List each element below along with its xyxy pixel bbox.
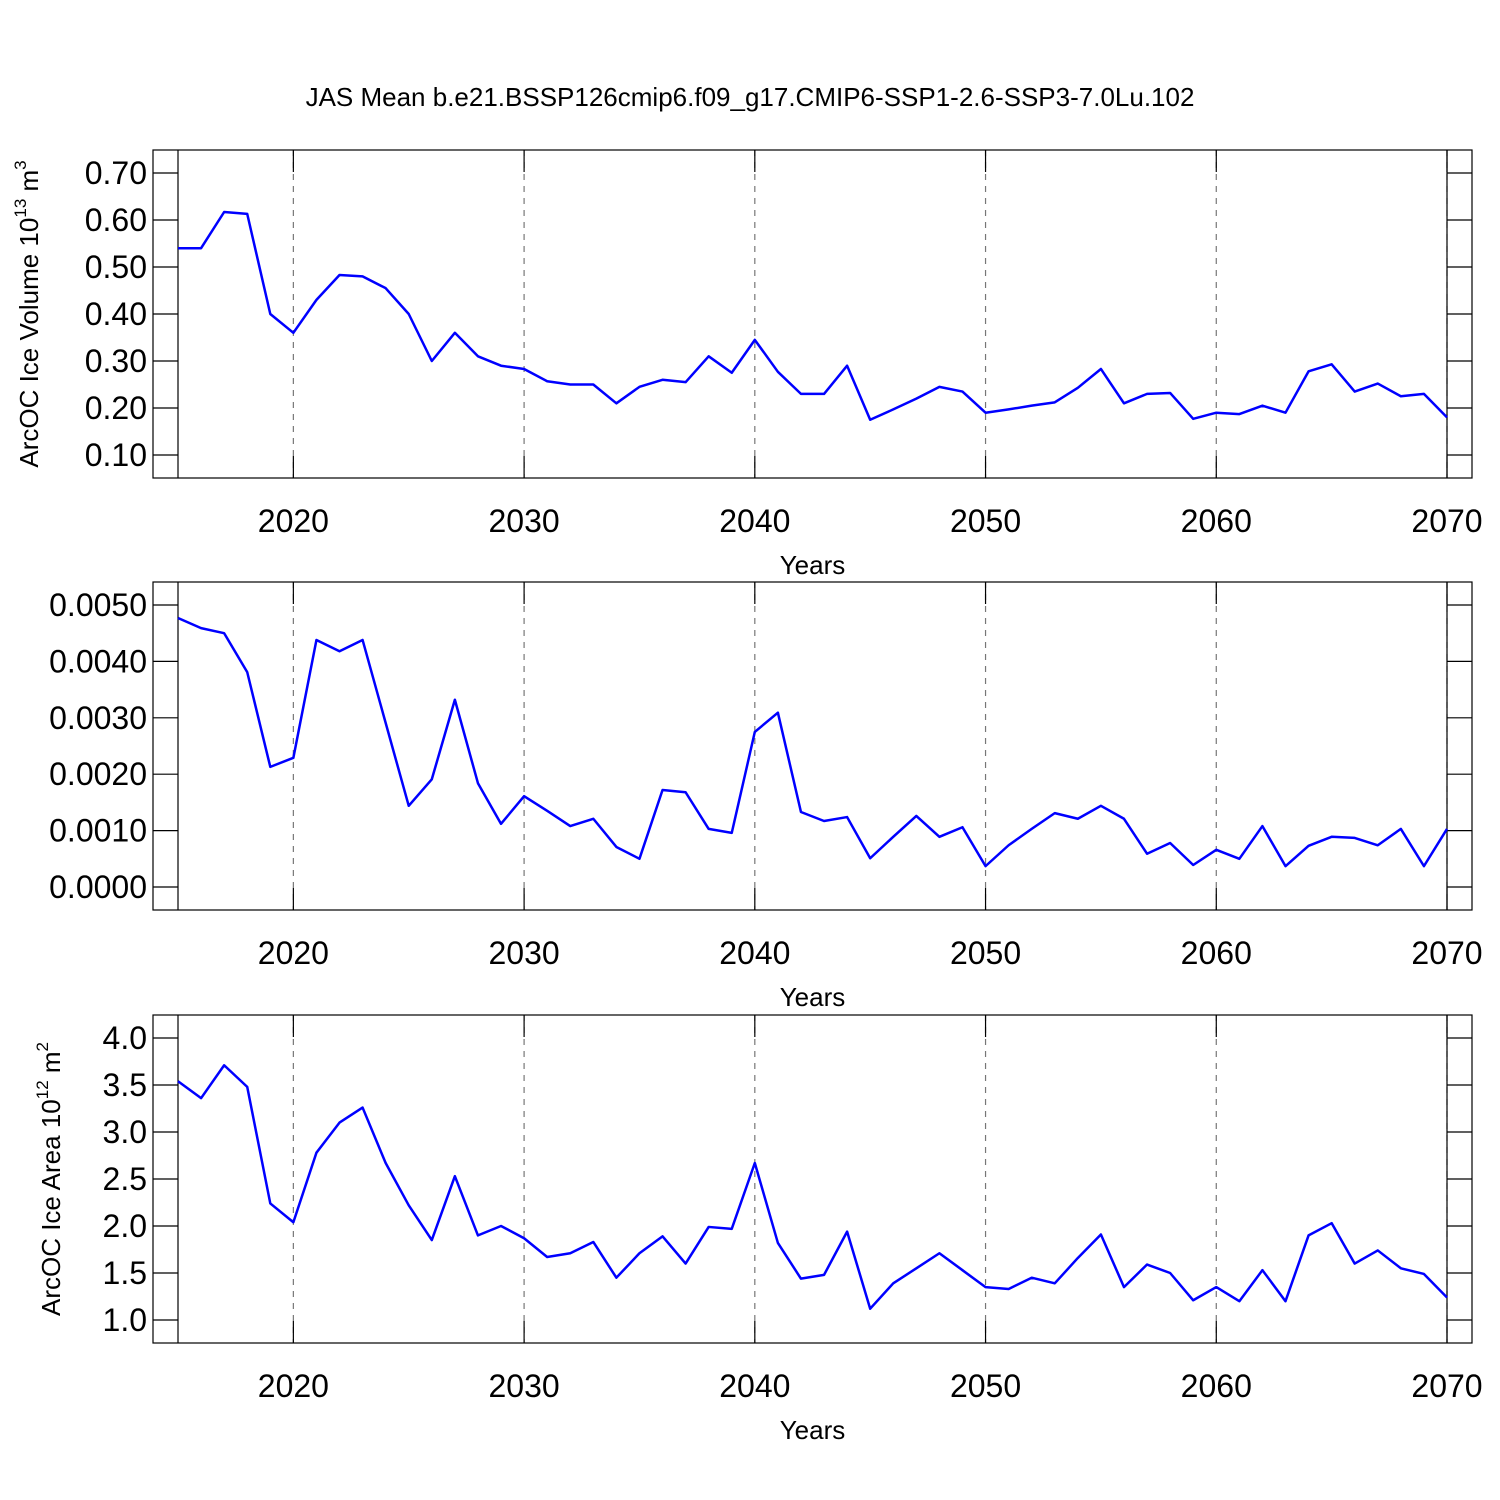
x-tick-label: 2070 (1411, 503, 1482, 539)
y-axis-label-part: ArcOC Ice Volume 10 (14, 218, 44, 468)
y-tick-label: 0.0020 (49, 756, 147, 792)
y-axis-label-part: m (0, 587, 4, 616)
data-line (178, 210, 1448, 421)
data-line (177, 616, 1449, 868)
x-tick-label: 2050 (950, 935, 1021, 971)
y-tick-label: 0.0030 (49, 700, 147, 736)
y-tick-label: 0.40 (85, 296, 147, 332)
y-tick-label: 0.10 (85, 437, 147, 473)
x-tick-label: 2030 (488, 935, 559, 971)
chart-title: JAS Mean b.e21.BSSP126cmip6.f09_g17.CMIP… (306, 82, 1195, 112)
x-axis-label: Years (780, 982, 846, 1012)
x-tick-label: 2020 (258, 503, 329, 539)
y-axis-label: ArcOC Ice Volume 1013 m3 (11, 160, 44, 467)
y-tick-label: 0.0010 (49, 813, 147, 849)
y-tick-label: 1.5 (103, 1255, 147, 1291)
x-axis-label: Years (780, 1415, 846, 1445)
x-tick-label: 2060 (1181, 503, 1252, 539)
plot-frame (152, 581, 1473, 911)
y-tick-label: 0.0000 (49, 869, 147, 905)
x-tick-label: 2070 (1411, 1368, 1482, 1404)
y-axis-label-part: ArcOC Ice Area 10 (36, 1099, 66, 1316)
y-tick-label: 0.30 (85, 343, 147, 379)
plot-frame (152, 149, 1473, 479)
x-tick-label: 2070 (1411, 935, 1482, 971)
y-tick-label: 0.20 (85, 390, 147, 426)
y-tick-label: 2.0 (103, 1208, 147, 1244)
y-tick-label: 0.70 (85, 155, 147, 191)
y-axis-label-exponent: 3 (11, 160, 30, 169)
plot-frame (152, 1014, 1473, 1344)
y-tick-label: 0.0050 (49, 587, 147, 623)
x-tick-label: 2060 (1181, 1368, 1252, 1404)
data-line (177, 1064, 1448, 1310)
y-tick-label: 0.50 (85, 249, 147, 285)
y-axis-label-exponent: 2 (33, 1042, 52, 1051)
y-axis-label-part: ArcOC Snow Volume 10 (0, 634, 4, 914)
y-axis-label-part: m (14, 170, 44, 199)
x-tick-label: 2030 (488, 503, 559, 539)
y-tick-label: 0.60 (85, 202, 147, 238)
y-axis-label-part: m (36, 1051, 66, 1080)
x-tick-label: 2020 (258, 935, 329, 971)
y-tick-label: 3.0 (103, 1114, 147, 1150)
y-tick-label: 3.5 (103, 1067, 147, 1103)
x-tick-label: 2050 (950, 1368, 1021, 1404)
x-tick-label: 2060 (1181, 935, 1252, 971)
x-axis-label: Years (780, 550, 846, 580)
x-tick-label: 2040 (719, 1368, 790, 1404)
y-tick-label: 2.5 (103, 1161, 147, 1197)
x-tick-label: 2040 (719, 503, 790, 539)
y-axis-label-exponent: 13 (11, 199, 30, 218)
y-tick-label: 0.0040 (49, 643, 147, 679)
x-tick-label: 2050 (950, 503, 1021, 539)
y-tick-label: 1.0 (103, 1302, 147, 1338)
y-axis-label: ArcOC Snow Volume 1013 m3 (0, 577, 4, 915)
y-axis-label-exponent: 12 (33, 1080, 52, 1099)
x-tick-label: 2020 (258, 1368, 329, 1404)
x-tick-label: 2040 (719, 935, 790, 971)
x-tick-label: 2030 (488, 1368, 559, 1404)
y-axis-label: ArcOC Ice Area 1012 m2 (33, 1042, 66, 1316)
y-tick-label: 4.0 (103, 1020, 147, 1056)
